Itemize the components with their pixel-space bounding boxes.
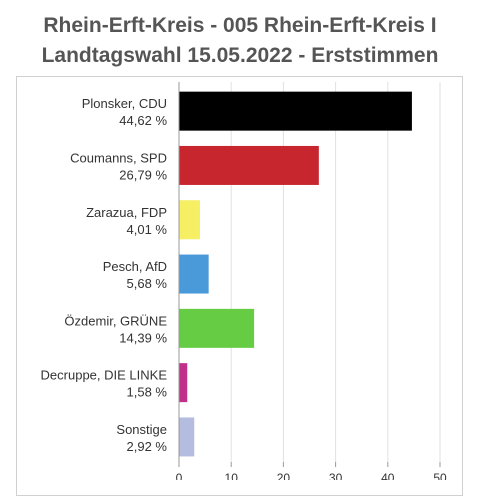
- chart-title-line2: Landtagswahl 15.05.2022 - Erststimmen: [41, 44, 439, 67]
- value-label-3: 5,68 %: [127, 276, 168, 291]
- x-tick-label-0: 0: [176, 471, 183, 480]
- value-label-0: 44,62 %: [119, 113, 167, 128]
- value-label-6: 2,92 %: [127, 439, 168, 454]
- x-tick-label-2: 20: [277, 471, 291, 480]
- x-tick-label-5: 50: [433, 471, 447, 480]
- bar-5: [179, 363, 188, 403]
- bar-2: [179, 200, 200, 240]
- value-label-2: 4,01 %: [127, 222, 168, 237]
- category-label-4: Özdemir, GRÜNE: [64, 313, 167, 328]
- chart-title-line1: Rhein-Erft-Kreis - 005 Rhein-Erft-Kreis …: [43, 14, 437, 37]
- category-label-2: Zarazua, FDP: [86, 205, 167, 220]
- bar-6: [179, 417, 195, 457]
- bar-4: [179, 308, 255, 348]
- value-label-5: 1,58 %: [127, 385, 168, 400]
- bar-chart: 0 10 20 30 40 50 Plonsker, CDU 44,62 % Coumanns,…: [41, 82, 447, 480]
- bar-0: [179, 91, 412, 131]
- x-tick-label-3: 30: [329, 471, 343, 480]
- category-label-5: Decruppe, DIE LINKE: [41, 368, 168, 383]
- x-tick-label-1: 10: [225, 471, 239, 480]
- value-label-1: 26,79 %: [119, 167, 167, 182]
- x-tick-label-4: 40: [381, 471, 395, 480]
- bar-1: [179, 145, 319, 185]
- value-label-4: 14,39 %: [119, 330, 167, 345]
- bar-3: [179, 254, 209, 294]
- category-label-6: Sonstige: [116, 422, 167, 437]
- category-label-1: Coumanns, SPD: [70, 150, 167, 165]
- category-label-0: Plonsker, CDU: [82, 96, 167, 111]
- category-label-3: Pesch, AfD: [103, 259, 167, 274]
